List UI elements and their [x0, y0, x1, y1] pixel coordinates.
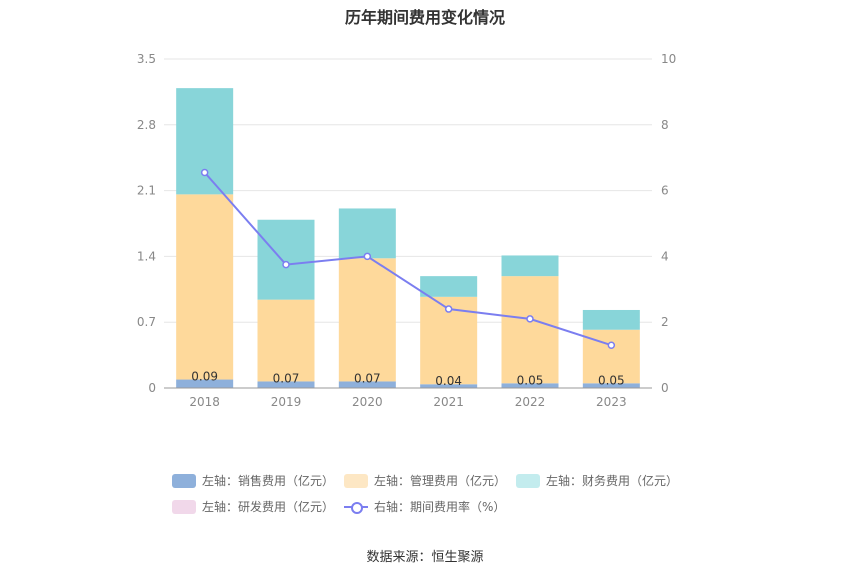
rate-line-path — [203, 171, 612, 347]
x-tick-label: 2019 — [271, 395, 302, 409]
rate-point — [282, 260, 290, 269]
left-tick-label: 0 — [148, 381, 156, 395]
axes: 0 0.7 1.4 2.1 2.8 3.5 0 2 4 6 8 10 2018 2019 2020 2021 2… — [137, 52, 676, 409]
bar-segment-0 — [257, 381, 315, 388]
legend-item-rnd[interactable]: 左轴：研发费用（亿元） — [172, 498, 334, 515]
gridlines — [164, 58, 652, 323]
data-label: 0.05 — [517, 373, 544, 387]
legend-label-rate: 右轴：期间费用率（%） — [374, 500, 506, 514]
right-tick-label: 4 — [661, 249, 669, 263]
right-tick-label: 10 — [661, 52, 676, 66]
bar-segment-1 — [257, 299, 315, 382]
bar-segment-0 — [582, 383, 640, 388]
left-tick-label: 2.8 — [137, 118, 156, 132]
bar-segment-1 — [338, 258, 396, 382]
data-label: 0.09 — [191, 370, 218, 384]
bar-segment-2 — [420, 276, 478, 297]
legend-label-rnd: 左轴：研发费用（亿元） — [202, 500, 335, 514]
rate-line — [200, 168, 616, 349]
x-tick-label: 2018 — [189, 395, 220, 409]
legend-item-admin[interactable]: 左轴：管理费用（亿元） — [344, 472, 506, 489]
bar-segment-0 — [338, 381, 396, 388]
x-tick-label: 2022 — [515, 395, 546, 409]
bar-segment-1 — [501, 276, 559, 384]
legend-swatch-rnd — [172, 499, 196, 514]
rate-point — [363, 252, 372, 261]
rate-point — [200, 168, 209, 177]
legend-item-rate[interactable]: 右轴：期间费用率（%） — [344, 498, 505, 515]
right-tick-label: 0 — [661, 381, 669, 395]
bar-segment-0 — [420, 384, 478, 388]
bar-segment-0 — [176, 379, 234, 388]
x-tick-label: 2021 — [433, 395, 464, 409]
legend-label-admin: 左轴：管理费用（亿元） — [374, 474, 507, 488]
rate-point — [607, 341, 616, 349]
bar-segment-2 — [176, 88, 234, 195]
data-label: 0.07 — [354, 371, 381, 385]
left-tick-label: 1.4 — [137, 249, 156, 263]
data-source: 数据来源：恒生聚源 — [366, 550, 484, 565]
bar-segment-2 — [501, 255, 559, 277]
bar-segment-2 — [257, 219, 315, 300]
legend-swatch-admin — [344, 473, 368, 488]
rate-point — [444, 305, 453, 313]
left-tick-label: 0.7 — [137, 315, 156, 329]
legend-item-sales[interactable]: 左轴：销售费用（亿元） — [172, 472, 334, 489]
bar-segment-2 — [582, 309, 640, 330]
legend-label-finance: 左轴：财务费用（亿元） — [546, 474, 679, 488]
bar-segment-2 — [338, 208, 396, 259]
legend-swatch-sales — [172, 473, 196, 488]
bar-segment-1 — [176, 194, 234, 380]
bar-segment-0 — [501, 383, 559, 388]
data-label: 0.05 — [598, 373, 625, 387]
data-label: 0.04 — [435, 374, 462, 388]
right-tick-label: 6 — [661, 184, 669, 198]
legend-swatch-finance — [516, 473, 540, 488]
x-tick-label: 2023 — [596, 395, 627, 409]
legend-label-sales: 左轴：销售费用（亿元） — [202, 474, 335, 488]
chart-title: 历年期间费用变化情况 — [344, 8, 505, 27]
rate-point — [526, 315, 534, 323]
right-tick-label: 8 — [661, 118, 669, 132]
right-tick-label: 2 — [661, 315, 669, 329]
legend-item-finance[interactable]: 左轴：财务费用（亿元） — [516, 472, 678, 489]
bars: 0.09 0.07 0.07 0.04 0.05 0.05 — [176, 88, 640, 388]
x-tick-label: 2020 — [352, 395, 383, 409]
legend-swatch-rate — [344, 500, 368, 514]
left-tick-label: 3.5 — [137, 52, 156, 66]
data-label: 0.07 — [273, 371, 300, 385]
left-tick-label: 2.1 — [137, 184, 156, 198]
